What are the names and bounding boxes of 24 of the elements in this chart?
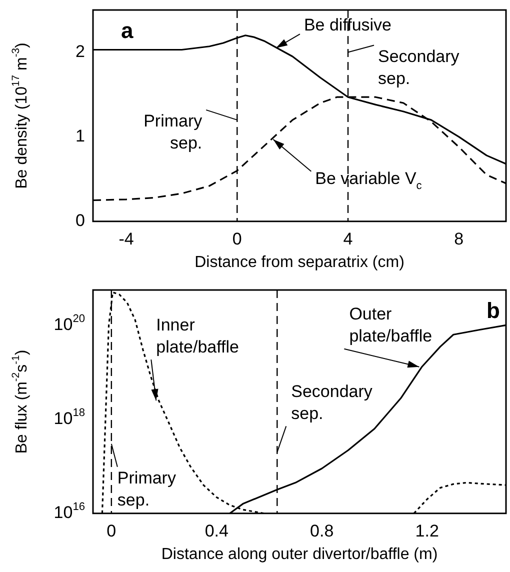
x-tick-label: 8 [454, 229, 464, 248]
x-axis-title: Distance from separatrix (cm) [194, 254, 404, 271]
annotation: Secondary sep. [378, 46, 460, 88]
y-axis-title: Be density (1017 m-3) [10, 42, 30, 189]
y-axis-title: Be flux (m-2s-1) [10, 350, 30, 454]
annotation: Primary sep. [144, 112, 203, 153]
y-tick-label: 2 [76, 42, 86, 61]
x-tick-label: 0.4 [204, 521, 228, 540]
x-tick-label: 4 [343, 229, 353, 248]
y-tick-label: 0 [76, 211, 86, 230]
annotation: Be diffusive [304, 16, 392, 35]
y-tick-label: 1 [76, 126, 86, 146]
x-tick-label: -4 [118, 229, 134, 248]
annotation: Secondary sep. [291, 382, 373, 423]
x-tick-label: 0 [106, 521, 116, 540]
x-tick-label: 0.8 [310, 521, 334, 540]
x-tick-label: 1.2 [415, 521, 439, 540]
x-axis-title: Distance along outer divertor/baffle (m) [161, 546, 438, 563]
annotation: Outer plate/baffle [349, 304, 432, 346]
annotation: Primary sep. [117, 468, 176, 510]
annotation: Inner plate/baffle [156, 315, 240, 356]
chart-title: a [121, 18, 134, 44]
chart-title: b [486, 298, 500, 324]
x-tick-label: 0 [232, 229, 242, 248]
